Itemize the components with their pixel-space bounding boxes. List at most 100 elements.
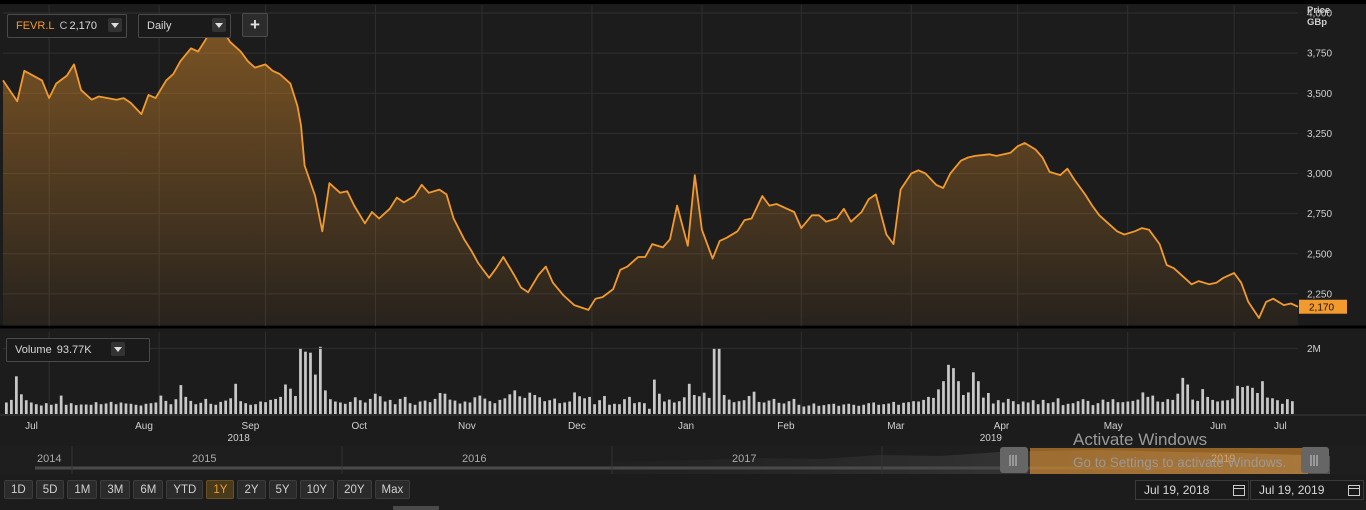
range-button-5y[interactable]: 5Y [268,480,297,499]
volume-bar [309,352,312,414]
volume-bar [1111,399,1115,414]
volume-bar [558,403,562,414]
volume-bar [144,403,148,414]
volume-bar [104,403,108,414]
volume-bar [827,404,831,414]
volume-bar [1066,403,1070,414]
volume-bar [513,390,517,414]
horizontal-scrollbar-thumb[interactable] [393,506,439,510]
range-button-ytd[interactable]: YTD [166,480,204,499]
volume-bar [1261,381,1264,414]
range-button-max[interactable]: Max [374,480,411,499]
x-axis-month-label: Mar [887,421,905,432]
volume-bar [747,396,751,414]
volume-bar [1216,401,1219,414]
volume-bar [772,398,776,414]
volume-bar [1061,405,1065,414]
x-axis-month-label: Sep [242,421,260,432]
volume-bar [408,403,412,414]
navigator-left-handle[interactable] [1000,447,1028,473]
chevron-down-icon[interactable] [212,18,226,32]
navigator-right-handle[interactable] [1301,447,1329,473]
calendar-icon[interactable] [1233,485,1245,496]
volume-bar [902,402,905,414]
x-axis-month-label: Oct [352,421,368,432]
volume-bar [1036,404,1040,414]
calendar-icon[interactable] [1348,485,1360,496]
interval-selector[interactable]: Daily [138,14,231,38]
volume-bar [229,398,233,414]
navigator-selection[interactable] [1030,448,1308,474]
volume-bar [722,395,726,414]
volume-bar [1201,389,1205,414]
volume-bar [413,404,417,414]
navigator-year-label: 2014 [37,453,61,465]
volume-bar [707,397,711,414]
volume-bar [264,402,267,414]
volume-bar [568,401,572,414]
volume-bar [184,396,188,414]
volume-bar [1206,396,1210,414]
volume-bar [907,402,910,414]
add-indicator-button[interactable]: + [242,13,268,37]
volume-bar [59,395,63,414]
volume-bar [10,399,13,414]
price-axis-tick-label: 2,250 [1307,289,1332,300]
range-button-1d[interactable]: 1D [4,480,33,499]
volume-bar [822,405,826,414]
chevron-down-icon[interactable] [108,18,122,32]
range-button-10y[interactable]: 10Y [299,480,335,499]
x-axis-month-label: Jul [1274,421,1287,432]
volume-bar [762,402,766,414]
volume-bar [1121,402,1125,414]
volume-bar [329,399,332,414]
volume-bar [957,381,960,414]
volume-bar [852,404,856,414]
volume-bar [1191,399,1195,414]
volume-indicator-selector[interactable]: Volume 93.77K [6,338,150,362]
volume-bar [882,404,886,414]
volume-bar [653,379,656,414]
volume-bar [697,396,701,414]
range-button-1y[interactable]: 1Y [206,480,235,499]
chevron-down-icon[interactable] [111,342,125,356]
volume-bar [259,401,262,414]
volume-bar [613,403,616,414]
volume-bar [1271,398,1274,414]
volume-bar [1151,395,1155,414]
volume-bar [304,351,307,414]
volume-bar [618,404,621,414]
x-axis-month-label: Dec [568,421,586,432]
range-button-6m[interactable]: 6M [133,480,164,499]
x-axis-month-label: Feb [777,421,795,432]
volume-bar [458,403,462,414]
range-button-20y[interactable]: 20Y [337,480,372,499]
volume-bar [1241,387,1244,414]
volume-bar [1096,403,1100,414]
volume-bar [892,401,896,414]
symbol-selector[interactable]: FEVR.L C 2,170 [7,14,127,38]
volume-bar [543,401,547,414]
volume-bar [373,393,377,414]
end-date-field[interactable]: Jul 19, 2019 [1250,480,1364,500]
volume-bar [1101,399,1105,414]
volume-bar [1181,377,1185,414]
price-axis-tick-label: 2,750 [1307,209,1332,220]
volume-bar [169,404,173,414]
range-button-1m[interactable]: 1M [67,480,98,499]
x-axis-month-label: Jan [678,421,694,432]
volume-bar [15,376,18,414]
volume-bar [563,402,567,414]
volume-bar [149,403,153,414]
volume-bar [1211,399,1215,414]
start-date-field[interactable]: Jul 19, 2018 [1135,480,1249,500]
range-button-3m[interactable]: 3M [100,480,131,499]
x-axis-month-label: Apr [994,421,1010,432]
volume-bar [1266,397,1269,414]
volume-bar [418,401,422,414]
range-button-5d[interactable]: 5D [35,480,65,499]
range-button-2y[interactable]: 2Y [237,480,266,499]
volume-bar [1106,401,1110,414]
volume-bar [69,403,73,414]
volume-bar [1091,405,1095,414]
